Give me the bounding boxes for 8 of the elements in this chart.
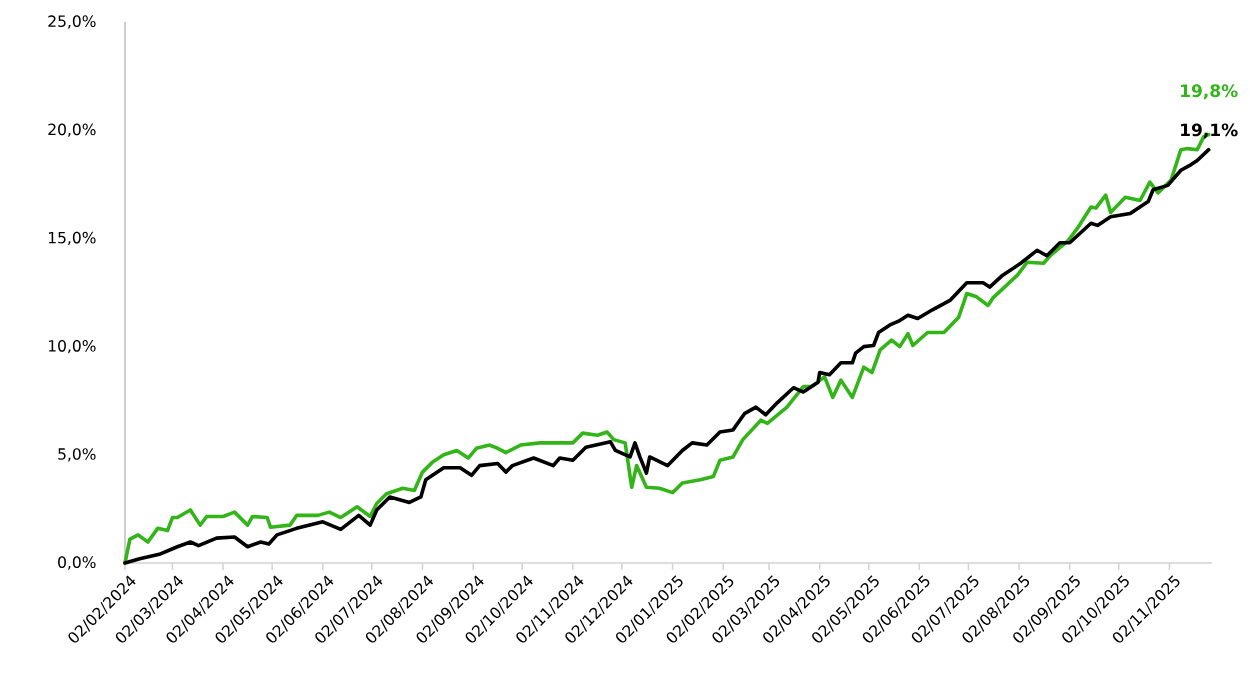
y-tick-label: 0,0% (58, 556, 96, 570)
annotation: 19,8% (1181, 84, 1238, 100)
y-tick-label: 15,0% (48, 231, 96, 246)
y-tick-label: 5,0% (58, 448, 96, 462)
y-tick-label: 10,0% (48, 339, 96, 354)
y-tick-label: 25,0% (48, 15, 96, 29)
annotation: 19,1% (1181, 123, 1238, 139)
y-tick-label: 20,0% (48, 123, 96, 137)
